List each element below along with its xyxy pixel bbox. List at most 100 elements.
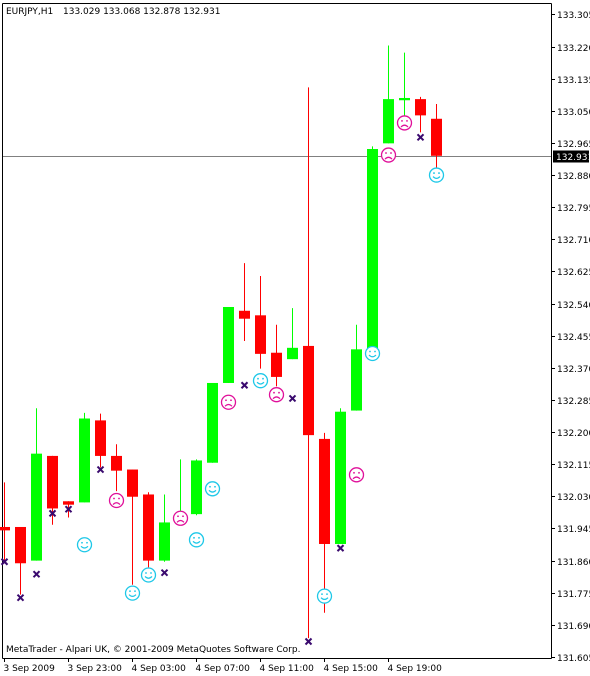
candle-body-0: [0, 526, 10, 531]
cross-stroke-b-2: [32, 570, 41, 578]
x-tick-label-3: 4 Sep 07:00: [196, 664, 251, 674]
y-tick-label-8: 132.625: [557, 268, 590, 278]
smile-eye-right-23: [374, 350, 376, 353]
frown-face-22: [348, 467, 365, 483]
smile-marker-27: [428, 167, 445, 183]
candle-body-7: [111, 455, 122, 471]
smile-eye-right-8: [134, 590, 136, 593]
smile-eye-left-13: [209, 485, 211, 488]
frown-eye-left-17: [273, 391, 275, 394]
candle-body-21: [335, 411, 346, 544]
cross-stroke-b-1: [16, 593, 25, 602]
cross-marker-4: [64, 505, 73, 513]
smile-mouth-9: [144, 576, 153, 579]
y-tick-label-14: 132.115: [557, 461, 590, 471]
smile-marker-5: [76, 537, 93, 553]
smile-eye-right-27: [438, 172, 440, 174]
y-tick-label-6: 132.795: [557, 204, 590, 214]
cross-stroke-b-19: [304, 637, 313, 646]
frown-face-14: [220, 394, 237, 410]
frown-face-11: [172, 510, 189, 526]
x-tick-label-1: 3 Sep 23:00: [68, 664, 123, 674]
candle-body-13: [207, 382, 218, 463]
smile-face-12: [188, 532, 205, 548]
smile-face-9: [140, 567, 157, 583]
current-price-box: [553, 150, 589, 163]
smile-eye-right-12: [198, 536, 200, 539]
smile-eye-right-16: [262, 377, 264, 380]
smile-eye-right-5: [86, 541, 88, 544]
smile-marker-20: [316, 588, 333, 604]
cross-stroke-b-0: [0, 558, 9, 566]
candle-body-23: [367, 149, 378, 350]
smile-eye-left-20: [321, 593, 323, 596]
y-tick-label-15: 132.030: [557, 493, 590, 503]
candle-body-18: [287, 347, 298, 360]
smile-marker-12: [188, 532, 205, 548]
y-tick-label-7: 132.710: [557, 236, 590, 246]
y-tick-label-2: 133.135: [557, 76, 590, 86]
y-tick-label-1: 133.220: [557, 44, 590, 54]
candle-body-14: [223, 306, 234, 383]
cross-marker-18: [288, 394, 297, 403]
smile-eye-left-9: [145, 572, 147, 574]
smile-face-8: [124, 585, 141, 601]
cross-marker-10: [160, 569, 169, 577]
smile-eye-right-20: [326, 593, 328, 596]
frown-eye-left-11: [177, 515, 179, 518]
smile-marker-23: [364, 345, 381, 362]
candle-body-3: [47, 455, 58, 509]
frown-marker-22: [348, 467, 365, 483]
frown-eye-right-14: [230, 399, 232, 402]
smile-marker-9: [140, 567, 157, 583]
cross-stroke-b-15: [240, 381, 249, 389]
smile-eye-left-12: [193, 536, 195, 539]
smile-mouth-20: [320, 597, 329, 600]
smile-eye-left-23: [369, 350, 371, 353]
candle-body-1: [15, 526, 26, 564]
y-tick-label-20: 131.605: [557, 654, 590, 664]
frown-marker-24: [380, 147, 397, 163]
smile-face-16: [252, 373, 269, 389]
y-tick-label-11: 132.370: [557, 365, 590, 375]
y-tick-label-4: 132.965: [557, 140, 590, 150]
frown-eye-left-14: [225, 399, 227, 402]
smile-marker-13: [204, 481, 221, 497]
frown-eye-right-7: [118, 497, 120, 500]
y-tick-label-17: 131.860: [557, 558, 590, 568]
candle-body-20: [319, 438, 330, 544]
candle-body-26: [415, 99, 426, 116]
candle-body-5: [79, 418, 90, 503]
y-tick-label-19: 131.690: [557, 622, 590, 632]
smile-face-27: [428, 167, 445, 183]
cross-marker-1: [16, 593, 25, 602]
smile-face-23: [364, 345, 381, 362]
x-tick-label-4: 4 Sep 11:00: [260, 664, 315, 674]
y-tick-label-3: 133.050: [557, 108, 590, 118]
candle-body-9: [143, 494, 154, 561]
x-axis: 3 Sep 2009 3 Sep 23:00 4 Sep 03:00 4 Sep 07…: [4, 658, 443, 674]
frown-mouth-17: [272, 396, 281, 400]
x-tick-label-6: 4 Sep 19:00: [388, 664, 443, 674]
candle-body-24: [383, 99, 394, 144]
footer-text: MetaTrader - Alpari UK, © 2001-2009 Meta…: [6, 645, 300, 655]
candle-body-25: [399, 97, 410, 101]
smile-mouth-5: [80, 545, 89, 549]
y-tick-label-16: 131.945: [557, 525, 590, 535]
frown-eye-left-7: [113, 497, 115, 500]
x-tick-label-5: 4 Sep 15:00: [324, 664, 379, 674]
cross-stroke-b-3: [48, 509, 57, 518]
smile-eye-right-13: [214, 485, 216, 488]
candle-body-15: [239, 310, 250, 319]
frown-eye-right-22: [358, 471, 360, 474]
y-tick-label-10: 132.455: [557, 333, 590, 343]
ohlc-header: 133.029 133.068 132.878 132.931: [63, 7, 220, 17]
smile-mouth-8: [128, 594, 137, 597]
candle-body-16: [255, 315, 266, 354]
cross-marker-15: [240, 381, 249, 389]
frown-marker-25: [396, 115, 413, 131]
frown-face-24: [380, 147, 397, 163]
price-label: 132.931: [553, 150, 590, 163]
smile-marker-8: [124, 585, 141, 601]
